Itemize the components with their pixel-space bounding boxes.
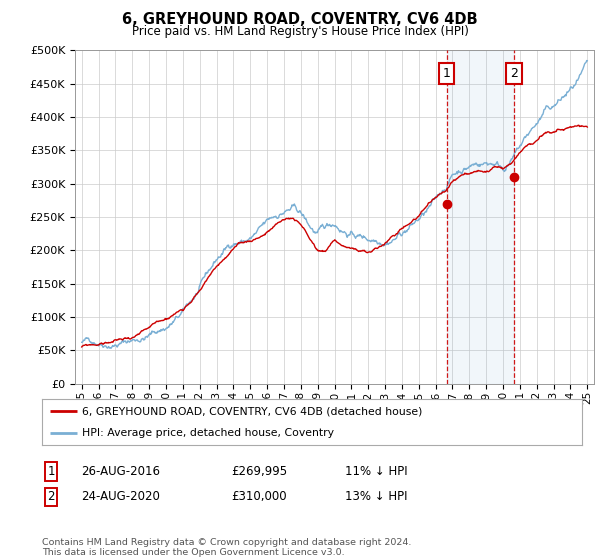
- Text: 2: 2: [47, 490, 55, 503]
- Text: 1: 1: [443, 67, 451, 80]
- Text: 2: 2: [510, 67, 518, 80]
- Text: 6, GREYHOUND ROAD, COVENTRY, CV6 4DB (detached house): 6, GREYHOUND ROAD, COVENTRY, CV6 4DB (de…: [83, 406, 423, 416]
- Text: HPI: Average price, detached house, Coventry: HPI: Average price, detached house, Cove…: [83, 428, 335, 438]
- Text: 26-AUG-2016: 26-AUG-2016: [81, 465, 160, 478]
- Text: 11% ↓ HPI: 11% ↓ HPI: [345, 465, 407, 478]
- Text: 13% ↓ HPI: 13% ↓ HPI: [345, 490, 407, 503]
- Bar: [446, 50, 514, 384]
- Text: 1: 1: [47, 465, 55, 478]
- Text: £310,000: £310,000: [231, 490, 287, 503]
- Text: £269,995: £269,995: [231, 465, 287, 478]
- Text: 6, GREYHOUND ROAD, COVENTRY, CV6 4DB: 6, GREYHOUND ROAD, COVENTRY, CV6 4DB: [122, 12, 478, 27]
- Text: Contains HM Land Registry data © Crown copyright and database right 2024.
This d: Contains HM Land Registry data © Crown c…: [42, 538, 412, 557]
- Text: 24-AUG-2020: 24-AUG-2020: [81, 490, 160, 503]
- Text: Price paid vs. HM Land Registry's House Price Index (HPI): Price paid vs. HM Land Registry's House …: [131, 25, 469, 38]
